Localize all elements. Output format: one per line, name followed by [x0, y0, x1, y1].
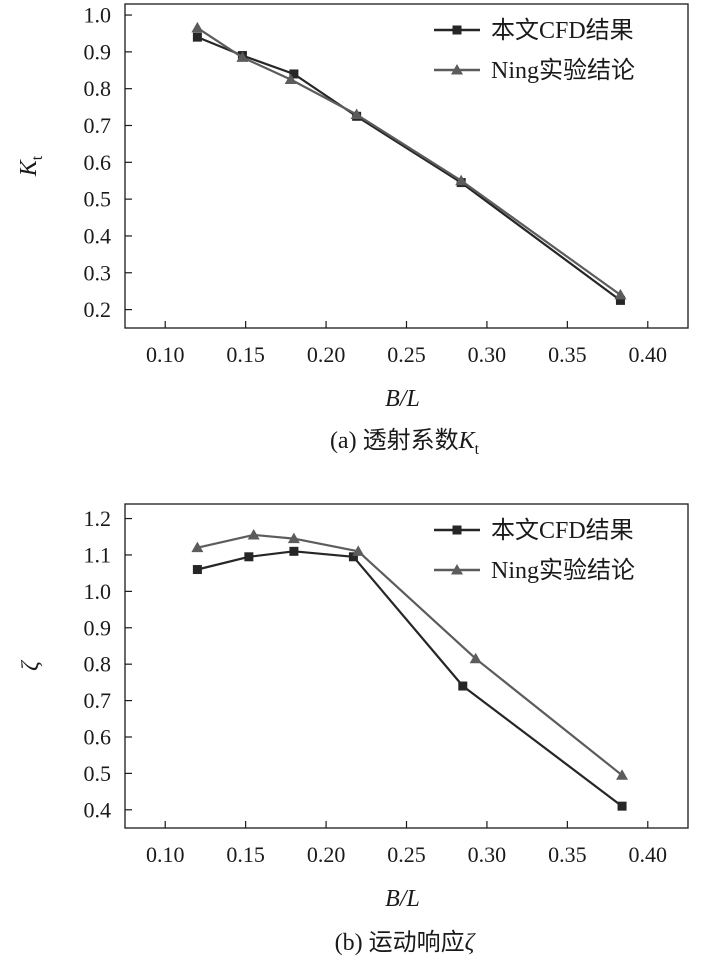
legend-label: 本文CFD结果	[491, 517, 634, 544]
legend-label: 本文CFD结果	[491, 17, 634, 44]
y-tick-label: 0.8	[84, 652, 112, 677]
y-tick-label: 0.4	[84, 223, 112, 248]
y-tick-label: 0.5	[84, 761, 112, 786]
data-point-square	[348, 552, 358, 562]
y-tick-label: 0.7	[84, 688, 112, 713]
x-tick-label: 0.10	[146, 342, 185, 367]
legend-label: Ning实验结论	[491, 57, 635, 84]
y-axis-symbol: K	[16, 158, 42, 177]
x-tick-label: 0.15	[226, 842, 265, 867]
legend-marker-square	[452, 25, 462, 35]
data-point-triangle	[284, 73, 297, 84]
y-tick-label: 0.8	[84, 76, 112, 101]
y-axis-title: Kt	[16, 155, 46, 177]
y-tick-label: 0.7	[84, 113, 112, 138]
data-point-square	[617, 801, 627, 811]
x-tick-label: 0.10	[146, 842, 185, 867]
y-axis-subscript: t	[29, 155, 46, 160]
x-axis-title: B/L	[385, 886, 420, 912]
plot-frame	[124, 503, 689, 829]
data-point-triangle	[350, 108, 363, 119]
y-tick-label: 0.9	[84, 615, 112, 640]
data-point-square	[192, 565, 202, 575]
y-tick-label: 1.0	[84, 579, 112, 604]
legend-marker-triangle	[451, 564, 463, 575]
y-tick-label: 0.6	[84, 724, 112, 749]
y-tick-label: 1.0	[84, 3, 112, 28]
data-point-triangle	[236, 51, 249, 62]
x-tick-label: 0.20	[307, 342, 346, 367]
x-tick-label: 0.30	[468, 842, 507, 867]
data-point-triangle	[616, 769, 629, 780]
figure-caption: (b) 运动响应ζ	[335, 929, 477, 956]
y-tick-label: 0.6	[84, 150, 112, 175]
y-tick-label: 0.5	[84, 187, 112, 212]
y-tick-label: 0.4	[84, 797, 112, 822]
data-point-triangle	[614, 288, 627, 300]
x-tick-label: 0.30	[468, 342, 507, 367]
y-tick-label: 0.9	[84, 39, 112, 64]
caption-subscript: t	[475, 441, 480, 458]
x-tick-label: 0.40	[629, 342, 668, 367]
data-point-triangle	[352, 545, 365, 556]
x-tick-label: 0.20	[307, 842, 346, 867]
series-line-2	[196, 26, 622, 296]
data-point-triangle	[287, 532, 300, 544]
data-point-square	[289, 546, 299, 556]
data-point-square	[244, 552, 254, 562]
x-axis-title: B/L	[385, 386, 420, 412]
data-point-triangle	[455, 174, 468, 186]
plot-frame	[124, 3, 689, 329]
panel-a-transmission-coefficient: 0.10 0.15 0.20 0.25 0.30 0.35 0.40 0.2 0.3 0.4 0.5…	[16, 3, 689, 458]
x-tick-label: 0.15	[226, 342, 265, 367]
data-point-square	[192, 32, 202, 42]
data-point-square	[615, 295, 625, 305]
legend-marker-square	[452, 525, 462, 535]
x-tick-label: 0.40	[629, 842, 668, 867]
series-line-1	[197, 550, 623, 808]
caption-text: (b) 运动响应	[335, 929, 465, 956]
y-axis-title: ζ	[18, 659, 44, 671]
x-tick-label: 0.25	[387, 842, 426, 867]
y-tick-label: 1.1	[84, 542, 112, 567]
data-point-triangle	[191, 541, 204, 553]
caption-symbol: K	[458, 428, 477, 454]
data-point-square	[458, 681, 468, 691]
data-point-triangle	[191, 21, 204, 33]
legend-label: Ning实验结论	[491, 557, 635, 584]
series-line-2	[197, 533, 623, 777]
legend-marker-triangle	[451, 64, 463, 75]
caption-symbol: ζ	[465, 930, 477, 956]
y-tick-label: 0.3	[84, 260, 112, 285]
y-tick-label: 1.2	[84, 506, 112, 531]
x-tick-label: 0.25	[387, 342, 426, 367]
panel-b-motion-response: 0.10 0.15 0.20 0.25 0.30 0.35 0.40 0.4 0.5 0.6 0.7…	[18, 503, 689, 956]
figure-caption: (a) 透射系数Kt	[330, 427, 480, 458]
data-point-square	[289, 69, 299, 79]
data-point-triangle	[247, 528, 260, 540]
y-tick-label: 0.2	[84, 297, 112, 322]
y-axis-symbol: ζ	[18, 659, 44, 671]
data-point-triangle	[469, 652, 482, 664]
x-tick-label: 0.35	[548, 842, 587, 867]
x-tick-label: 0.35	[548, 342, 587, 367]
caption-text: (a) 透射系数	[330, 427, 459, 454]
